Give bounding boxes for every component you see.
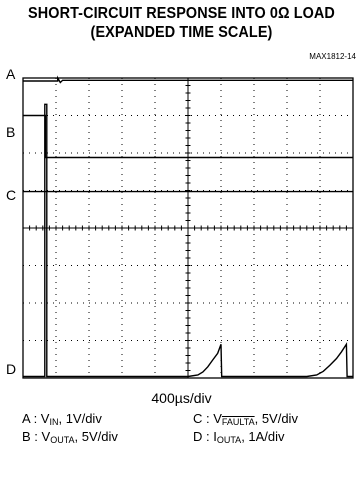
chart-title: SHORT-CIRCUIT RESPONSE INTO 0Ω LOAD [28, 5, 335, 22]
chart-subtitle: (EXPANDED TIME SCALE) [90, 24, 273, 41]
legend-d: D : IOUTA, 1A/div [193, 429, 285, 445]
graticule [22, 77, 354, 379]
traces [23, 75, 353, 378]
trace-d [23, 103, 353, 378]
trace-a [23, 75, 353, 84]
channel-label-b: B [6, 124, 16, 140]
legend-c: C : VFAULTA, 5V/div [193, 411, 298, 427]
channel-label-c: C [6, 187, 17, 203]
legend-b: B : VOUTA, 5V/div [22, 429, 118, 445]
legend-a: A : VIN, 1V/div [22, 411, 102, 427]
part-number: MAX1812-14 [309, 52, 356, 61]
channel-label-d: D [6, 361, 17, 377]
time-scale-label: 400µs/div [151, 390, 212, 406]
channel-label-a: A [6, 66, 16, 82]
